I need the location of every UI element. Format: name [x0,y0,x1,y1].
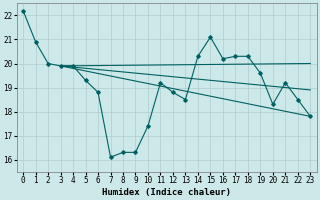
X-axis label: Humidex (Indice chaleur): Humidex (Indice chaleur) [102,188,231,197]
